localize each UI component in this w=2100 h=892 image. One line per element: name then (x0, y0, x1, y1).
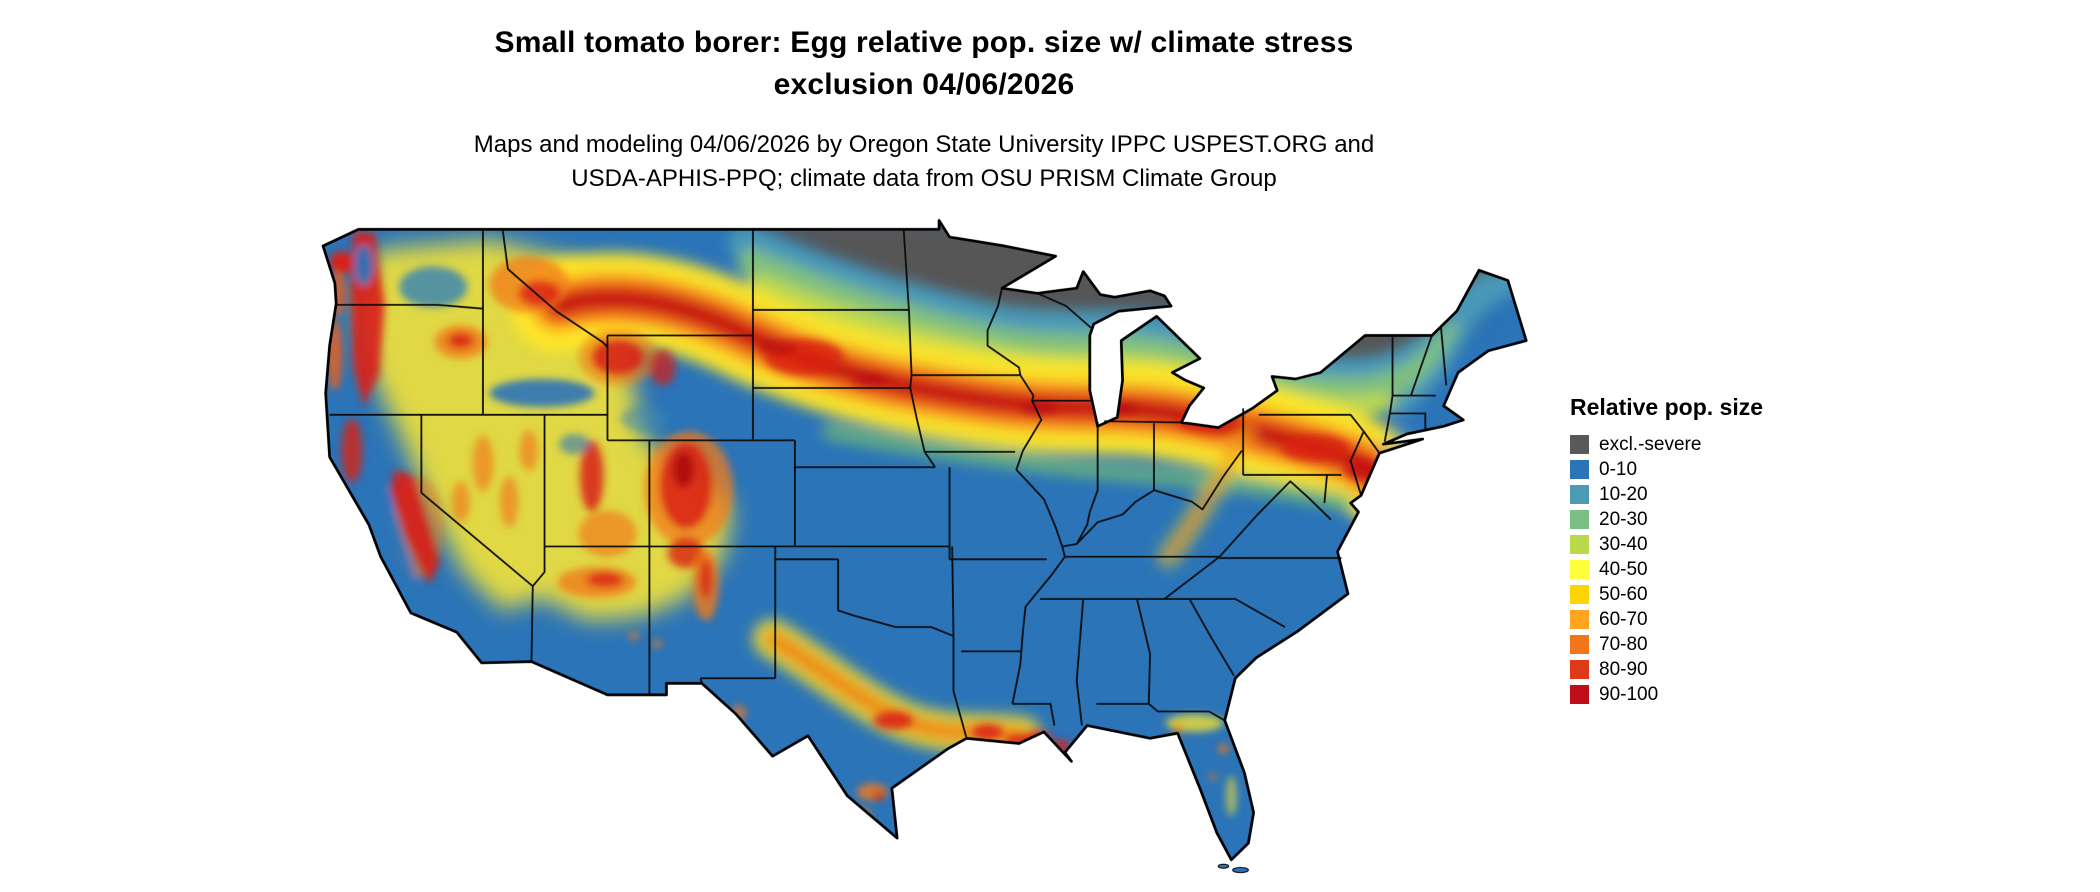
legend-swatch (1570, 685, 1589, 704)
map-subtitle-line1: Maps and modeling 04/06/2026 by Oregon S… (473, 131, 1375, 158)
legend-items: excl.-severe 0-10 10-20 20-30 30-40 40-50 50-6… (1570, 432, 1870, 707)
legend-swatch (1570, 435, 1589, 454)
map-header: Small tomato borer: Egg relative pop. si… (0, 22, 1848, 196)
legend-item: 70-80 (1570, 632, 1870, 657)
legend-swatch (1570, 610, 1589, 629)
legend-item: 80-90 (1570, 657, 1870, 682)
us-map (306, 214, 1538, 879)
choropleth-map (321, 219, 1528, 874)
legend-title: Relative pop. size (1570, 394, 1764, 420)
legend-label: 80-90 (1599, 658, 1648, 680)
legend-label: 20-30 (1599, 508, 1648, 530)
us-outline (321, 219, 1528, 862)
legend-item: 40-50 (1570, 557, 1870, 582)
legend-swatch (1570, 560, 1589, 579)
legend-item: 0-10 (1570, 457, 1870, 482)
legend-item: 20-30 (1570, 507, 1870, 532)
legend-label: 40-50 (1599, 558, 1648, 580)
state-borders-layer (329, 229, 1448, 739)
legend-item: excl.-severe (1570, 432, 1870, 457)
legend-label: 10-20 (1599, 483, 1648, 505)
map-title-line2: exclusion 04/06/2026 (773, 68, 1075, 101)
legend-swatch (1570, 635, 1589, 654)
legend-label: 70-80 (1599, 633, 1648, 655)
legend-label: 90-100 (1599, 683, 1659, 705)
legend-swatch (1570, 510, 1589, 529)
legend-swatch (1570, 535, 1589, 554)
legend-label: 30-40 (1599, 533, 1648, 555)
legend-item: 30-40 (1570, 532, 1870, 557)
florida-keys (1217, 863, 1249, 874)
legend-swatch (1570, 485, 1589, 504)
legend-item: 50-60 (1570, 582, 1870, 607)
legend-label: excl.-severe (1599, 433, 1702, 455)
map-subtitle: Maps and modeling 04/06/2026 by Oregon S… (0, 128, 1848, 196)
map-subtitle-line2: USDA-APHIS-PPQ; climate data from OSU PR… (571, 165, 1277, 192)
legend-item: 60-70 (1570, 607, 1870, 632)
legend-label: 60-70 (1599, 608, 1648, 630)
legend-label: 50-60 (1599, 583, 1648, 605)
map-legend: Relative pop. size excl.-severe 0-10 10-20… (1570, 394, 1870, 707)
legend-swatch (1570, 585, 1589, 604)
legend-item: 90-100 (1570, 682, 1870, 707)
legend-swatch (1570, 660, 1589, 679)
legend-swatch (1570, 460, 1589, 479)
legend-label: 0-10 (1599, 458, 1638, 480)
legend-item: 10-20 (1570, 482, 1870, 507)
map-title-line1: Small tomato borer: Egg relative pop. si… (494, 26, 1354, 59)
